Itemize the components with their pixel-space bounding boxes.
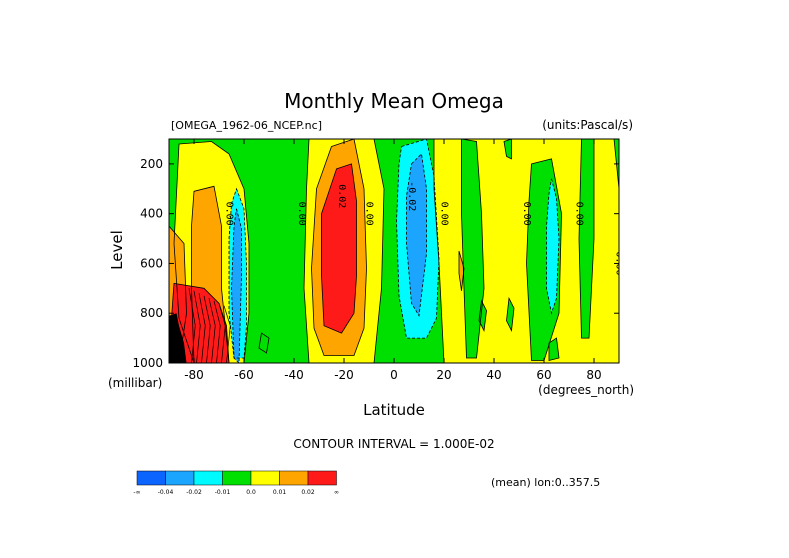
x-tick-label-0: -80 (184, 368, 204, 382)
contour-label-3: 0.00 (364, 202, 375, 226)
mean-label: (mean) lon:0..357.5 (491, 476, 600, 489)
contour-region-11 (231, 208, 242, 363)
contour-region-16 (546, 178, 559, 314)
y-tick-label-1: 400 (140, 207, 163, 221)
color-swatch-5 (279, 470, 309, 486)
contour-line-13 (321, 163, 357, 334)
contour-line-6 (578, 139, 595, 339)
x-tick-label-5: 20 (436, 368, 451, 382)
y-tick-label-0: 200 (140, 157, 163, 171)
contour-line-2 (303, 139, 385, 363)
contour-line-18 (258, 332, 270, 354)
contour-line-16 (546, 178, 560, 315)
contour-line-14 (396, 139, 440, 339)
contour-line-15 (406, 153, 427, 317)
contour-region-22 (549, 338, 559, 361)
x-tick-label-8: 80 (586, 368, 601, 382)
contour-label-7: 0.00 (574, 202, 585, 226)
dense-contour-1 (193, 290, 201, 363)
color-scale-bar: -∞ -0.04 -0.02 -0.01 0.0 0.01 0.02 ∞ (133, 470, 339, 496)
dense-contour-0 (188, 288, 196, 363)
x-axis: -80 -60 -40 -20 0 20 40 60 80 (184, 139, 602, 382)
chart-title: Monthly Mean Omega (284, 89, 504, 113)
contour-line-22 (548, 337, 560, 362)
contour-region-4 (461, 139, 484, 358)
dataset-label: [OMEGA_1962-06_NCEP.nc] (171, 119, 322, 132)
color-swatch-4 (250, 470, 280, 486)
color-swatch-2 (193, 470, 223, 486)
x-axis-units: (degrees_north) (538, 383, 634, 397)
contour-line-1 (173, 141, 250, 363)
color-label-7: ∞ (334, 489, 339, 496)
contour-region-13 (321, 163, 357, 334)
x-tick-label-3: -20 (334, 368, 354, 382)
y-axis-units: (millibar) (108, 376, 162, 390)
contour-line-3 (433, 139, 619, 363)
contour-line-21 (503, 139, 512, 160)
dense-contour-2 (198, 293, 206, 363)
contour-line-7 (169, 225, 187, 363)
contour-line-12 (311, 139, 367, 356)
x-tick-label-4: 0 (390, 368, 398, 382)
color-swatch-1 (165, 470, 195, 486)
color-swatch-0 (136, 470, 166, 486)
contour-label-1: 0.00 (296, 202, 307, 226)
color-label-5: 0.01 (273, 489, 287, 496)
color-label-6: 0.02 (301, 489, 315, 496)
dense-contour-5 (213, 300, 221, 363)
contour-interval-label: CONTOUR INTERVAL = 1.000E-02 (293, 437, 494, 451)
y-axis-label: Level (108, 230, 126, 270)
contour-line-10 (228, 187, 247, 359)
contour-line-17 (458, 250, 465, 291)
color-label-4: 0.0 (246, 489, 256, 496)
dense-contour-6 (218, 303, 226, 363)
contour-line-4 (461, 139, 485, 359)
y-axis: 200 400 600 800 1000 (132, 157, 619, 370)
contour-region-6 (579, 139, 594, 339)
contour-line-19 (478, 299, 487, 332)
contour-lines (169, 139, 619, 363)
contour-line-8 (191, 185, 230, 363)
contour-line-9 (171, 282, 230, 363)
y-tick-label-4: 1000 (132, 356, 163, 370)
y-tick-label-2: 600 (140, 256, 163, 270)
contour-region-18 (259, 333, 269, 353)
x-tick-label-6: 40 (486, 368, 501, 382)
color-swatch-6 (307, 470, 337, 486)
color-label-0: -∞ (133, 489, 140, 496)
dense-contour-3 (203, 295, 211, 363)
color-swatch-3 (222, 470, 252, 486)
contour-label-5: 0.00 (439, 202, 450, 226)
contour-line-20 (506, 296, 515, 332)
contour-label-4: -0.02 (406, 181, 417, 211)
x-tick-label-2: -40 (284, 368, 304, 382)
plot-area (169, 139, 619, 363)
x-tick-label-1: -60 (234, 368, 254, 382)
x-tick-label-7: 60 (536, 368, 551, 382)
dense-contour-7 (223, 305, 231, 363)
contour-region-21 (504, 139, 512, 159)
color-label-2: -0.02 (186, 489, 202, 496)
x-axis-label: Latitude (363, 401, 425, 419)
contour-label-0: 0.00 (224, 202, 235, 226)
color-label-1: -0.04 (158, 489, 174, 496)
contour-region-15 (406, 153, 427, 316)
units-label: (units:Pascal/s) (542, 118, 633, 132)
dense-contour-4 (208, 298, 216, 363)
color-label-3: -0.01 (215, 489, 231, 496)
contour-label-2: 0.02 (336, 184, 347, 208)
y-tick-label-3: 800 (140, 306, 163, 320)
contour-label-6: 0.00 (521, 202, 532, 226)
